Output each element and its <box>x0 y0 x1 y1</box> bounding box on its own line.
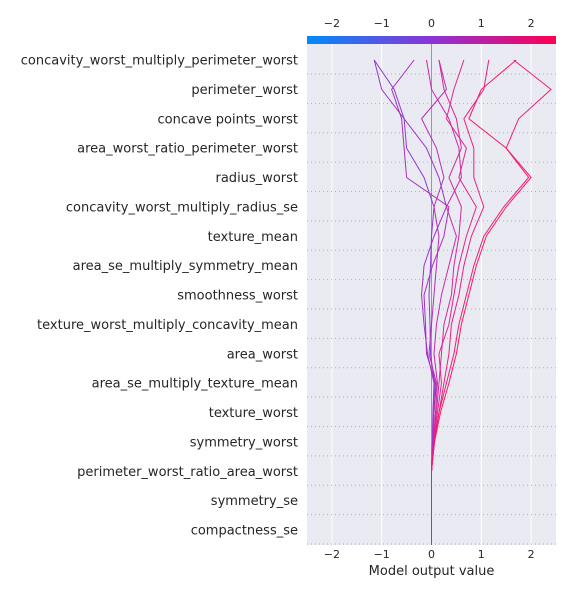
feature-label: concavity_worst_multiply_perimeter_worst <box>21 54 298 69</box>
feature-label: area_se_multiply_symmetry_mean <box>73 259 298 274</box>
top-tick-label: −1 <box>374 17 390 30</box>
x-axis-title: Model output value <box>369 564 495 579</box>
bottom-tick-label: 0 <box>428 548 435 561</box>
bottom-tick-label: −2 <box>324 548 340 561</box>
feature-label: symmetry_worst <box>190 435 298 450</box>
decision-line <box>431 59 532 545</box>
colorbar <box>307 36 556 44</box>
top-tick-label: 1 <box>478 17 485 30</box>
feature-label: area_se_multiply_texture_mean <box>92 377 298 392</box>
feature-label: smoothness_worst <box>177 289 298 304</box>
feature-label: texture_worst_multiply_concavity_mean <box>37 318 298 333</box>
bottom-tick-label: 1 <box>478 548 485 561</box>
tick-labels: −2 −2 −1 −1 0 0 1 1 2 2 <box>324 17 535 561</box>
feature-label: compactness_se <box>191 524 298 539</box>
feature-label: concavity_worst_multiply_radius_se <box>66 200 298 215</box>
feature-label: area_worst <box>227 347 298 362</box>
feature-label: perimeter_worst_ratio_area_worst <box>77 465 298 480</box>
feature-label: symmetry_se <box>211 494 298 509</box>
feature-label: concave points_worst <box>157 112 298 127</box>
feature-label: radius_worst <box>216 171 299 186</box>
bottom-tick-label: 2 <box>528 548 535 561</box>
top-tick-label: 2 <box>528 17 535 30</box>
feature-label: area_worst_ratio_perimeter_worst <box>77 142 298 157</box>
top-tick-label: −2 <box>324 17 340 30</box>
feature-label: texture_mean <box>208 230 298 245</box>
series-layer <box>373 59 552 545</box>
top-tick-label: 0 <box>428 17 435 30</box>
feature-labels: concavity_worst_multiply_perimeter_worst… <box>21 54 298 539</box>
bottom-tick-label: −1 <box>374 548 390 561</box>
feature-label: perimeter_worst <box>191 83 298 98</box>
feature-label: texture_worst <box>209 406 298 421</box>
